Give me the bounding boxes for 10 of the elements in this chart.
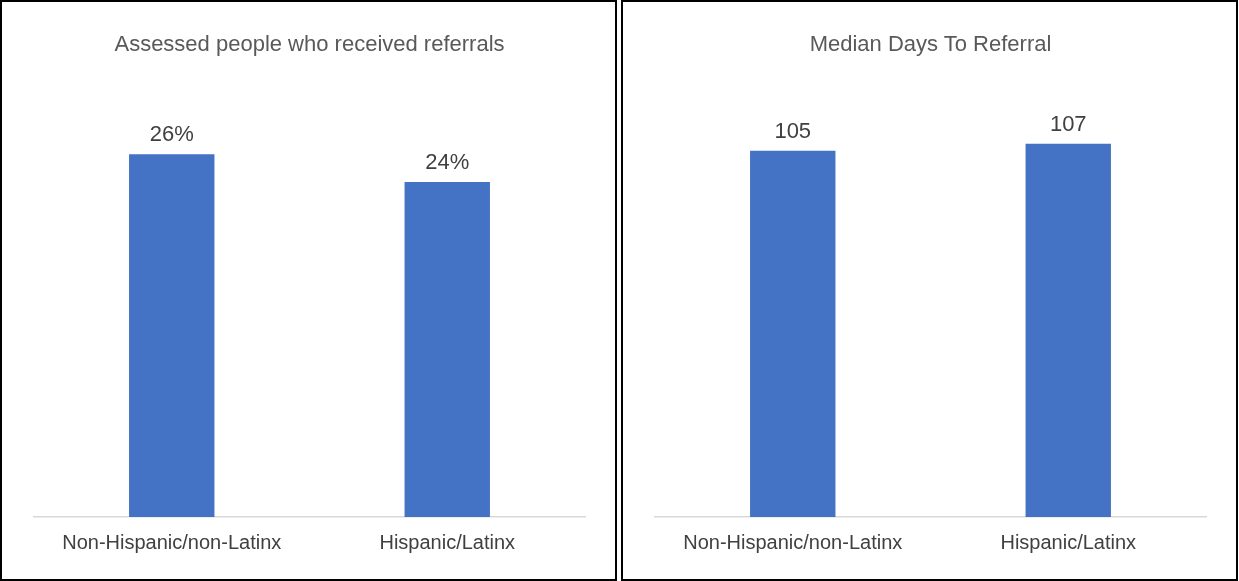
data-label: 107 (1049, 110, 1087, 136)
chart-title: Assessed people who received referrals (114, 31, 505, 57)
x-tick-label: Hispanic/Latinx (1000, 530, 1137, 553)
data-label: 105 (774, 117, 812, 143)
chart-title: Median Days To Referral (809, 31, 1052, 57)
data-label: 24% (425, 149, 470, 175)
x-tick-label: Non-Hispanic/non-Latinx (683, 530, 903, 553)
data-label: 26% (149, 121, 194, 147)
x-tick-label: Hispanic/Latinx (379, 530, 516, 553)
x-tick-label: Non-Hispanic/non-Latinx (62, 530, 282, 553)
